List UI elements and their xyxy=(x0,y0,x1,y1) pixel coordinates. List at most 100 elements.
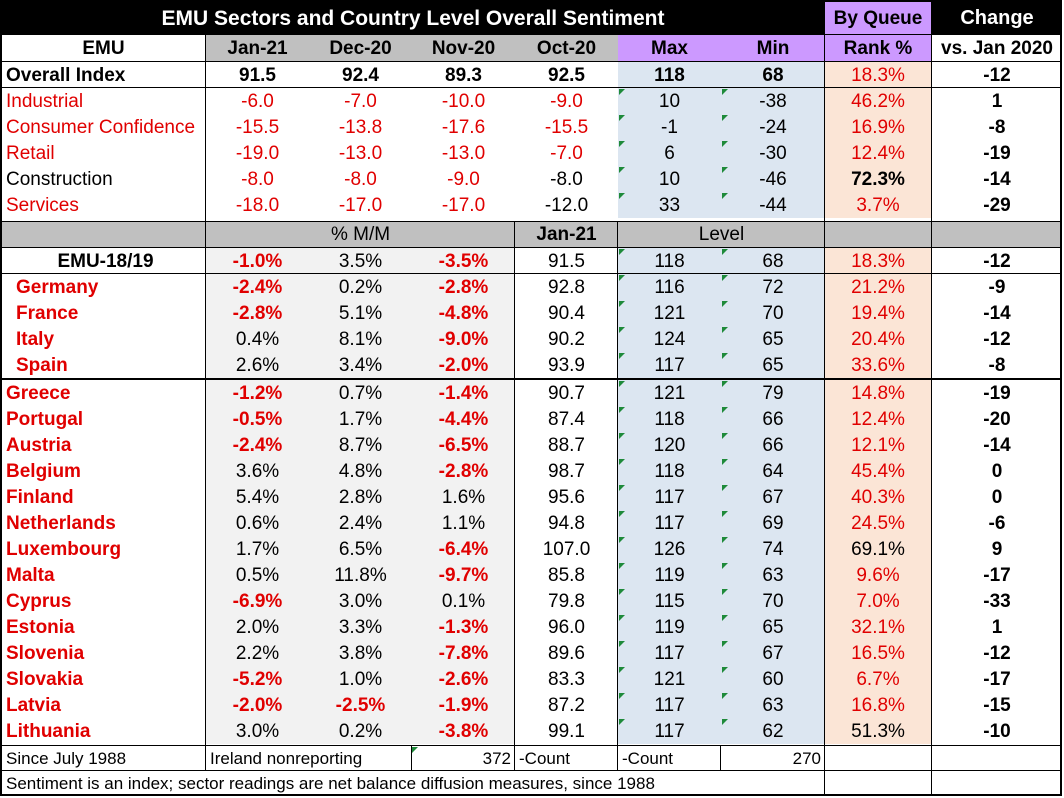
country-jan21: 96.0 xyxy=(548,616,585,638)
country-name: Finland xyxy=(6,486,74,508)
country-m1: -2.4% xyxy=(206,432,309,458)
sector-min: -30 xyxy=(721,140,825,166)
country-min: 70 xyxy=(721,588,825,614)
cell-comment-marker xyxy=(619,141,625,147)
country-m2: 3.0% xyxy=(309,588,412,614)
sector-nov: -17.6 xyxy=(441,116,486,138)
cell-comment-marker xyxy=(722,301,728,307)
country-m1: 1.7% xyxy=(206,536,309,562)
country-m3: -1.3% xyxy=(412,614,515,640)
sector-min: -24 xyxy=(721,114,825,140)
country-min: 79 xyxy=(721,380,825,406)
country-name: Portugal xyxy=(6,408,84,430)
country-m1: -2.0% xyxy=(206,692,309,718)
country-m3: -2.0% xyxy=(412,352,515,378)
cell-comment-marker xyxy=(619,193,625,199)
country-min: 63 xyxy=(721,692,825,718)
cell-comment-marker xyxy=(619,485,625,491)
sector-oct: -8.0 xyxy=(550,168,583,190)
sector-dec: -17.0 xyxy=(338,194,383,216)
sector-oct: -9.0 xyxy=(550,90,583,112)
sector-max: 10 xyxy=(618,88,721,114)
cell-comment-marker xyxy=(722,353,728,359)
country-m3: -2.8% xyxy=(412,458,515,484)
col-min: Min xyxy=(721,35,825,61)
country-m3: -7.8% xyxy=(412,640,515,666)
sub-header-chg-blank xyxy=(932,222,1062,247)
sector-nov: 89.3 xyxy=(445,64,482,86)
country-m2: -2.5% xyxy=(309,692,412,718)
country-m2: 3.4% xyxy=(309,352,412,378)
country-change: -10 xyxy=(983,720,1011,742)
country-m1: 0.6% xyxy=(206,510,309,536)
cell-comment-marker xyxy=(619,511,625,517)
country-m3: -4.4% xyxy=(412,406,515,432)
cell-comment-marker xyxy=(722,485,728,491)
col-nov20: Nov-20 xyxy=(412,35,515,61)
country-change: -15 xyxy=(983,694,1011,716)
country-rank: 33.6% xyxy=(825,352,931,378)
country-name: EMU-18/19 xyxy=(57,250,154,272)
country-m1: 2.6% xyxy=(206,352,309,378)
country-change: 9 xyxy=(991,538,1003,560)
sector-rank: 18.3% xyxy=(825,62,931,88)
cell-comment-marker xyxy=(722,693,728,699)
country-max: 126 xyxy=(618,536,721,562)
sector-change: -8 xyxy=(988,116,1006,138)
sector-change: 1 xyxy=(991,90,1003,112)
cell-comment-marker xyxy=(722,167,728,173)
col-max: Max xyxy=(618,35,721,61)
country-m1: 3.0% xyxy=(206,718,309,744)
country-m2: 3.8% xyxy=(309,640,412,666)
cell-comment-marker xyxy=(722,275,728,281)
country-jan21: 94.8 xyxy=(548,512,585,534)
country-max: 117 xyxy=(618,510,721,536)
country-change: -33 xyxy=(983,590,1011,612)
cell-comment-marker xyxy=(412,747,418,753)
sector-jan: -6.0 xyxy=(241,90,274,112)
country-jan21: 85.8 xyxy=(548,564,585,586)
country-name: Slovenia xyxy=(6,642,85,664)
country-m3: -1.9% xyxy=(412,692,515,718)
sector-rank: 12.4% xyxy=(825,140,931,166)
sector-change: -14 xyxy=(983,168,1011,190)
country-m3: 1.1% xyxy=(412,510,515,536)
sector-dec: -13.8 xyxy=(338,116,383,138)
country-change: -19 xyxy=(983,382,1011,404)
sector-jan: -8.0 xyxy=(241,168,274,190)
country-jan21: 99.1 xyxy=(548,720,585,742)
cell-comment-marker xyxy=(722,115,728,121)
country-m3: -3.5% xyxy=(412,248,515,274)
country-rank: 21.2% xyxy=(825,274,931,300)
sector-name: Services xyxy=(6,194,79,216)
cell-comment-marker xyxy=(722,407,728,413)
country-name: Greece xyxy=(6,382,71,404)
country-min: 72 xyxy=(721,274,825,300)
cell-comment-marker xyxy=(722,537,728,543)
country-m1: -1.2% xyxy=(206,380,309,406)
country-m3: -3.8% xyxy=(412,718,515,744)
cell-comment-marker xyxy=(619,641,625,647)
cell-comment-marker xyxy=(619,615,625,621)
sector-name: Overall Index xyxy=(6,64,126,86)
country-max: 118 xyxy=(618,458,721,484)
footer-note: Sentiment is an index; sector readings a… xyxy=(6,773,655,793)
country-min: 67 xyxy=(721,640,825,666)
country-max: 117 xyxy=(618,718,721,744)
country-m2: 5.1% xyxy=(309,300,412,326)
country-jan21: 89.6 xyxy=(548,642,585,664)
country-max: 121 xyxy=(618,666,721,692)
country-change: -8 xyxy=(988,354,1006,376)
cell-comment-marker xyxy=(722,89,728,95)
sector-change: -29 xyxy=(983,194,1011,216)
country-name: Malta xyxy=(6,564,55,586)
footer-count-label-2: -Count xyxy=(622,748,674,768)
country-min: 65 xyxy=(721,326,825,352)
cell-comment-marker xyxy=(619,407,625,413)
cell-comment-marker xyxy=(722,141,728,147)
country-max: 119 xyxy=(618,614,721,640)
country-rank: 12.1% xyxy=(825,432,931,458)
country-max: 121 xyxy=(618,380,721,406)
sector-oct: -15.5 xyxy=(544,116,589,138)
